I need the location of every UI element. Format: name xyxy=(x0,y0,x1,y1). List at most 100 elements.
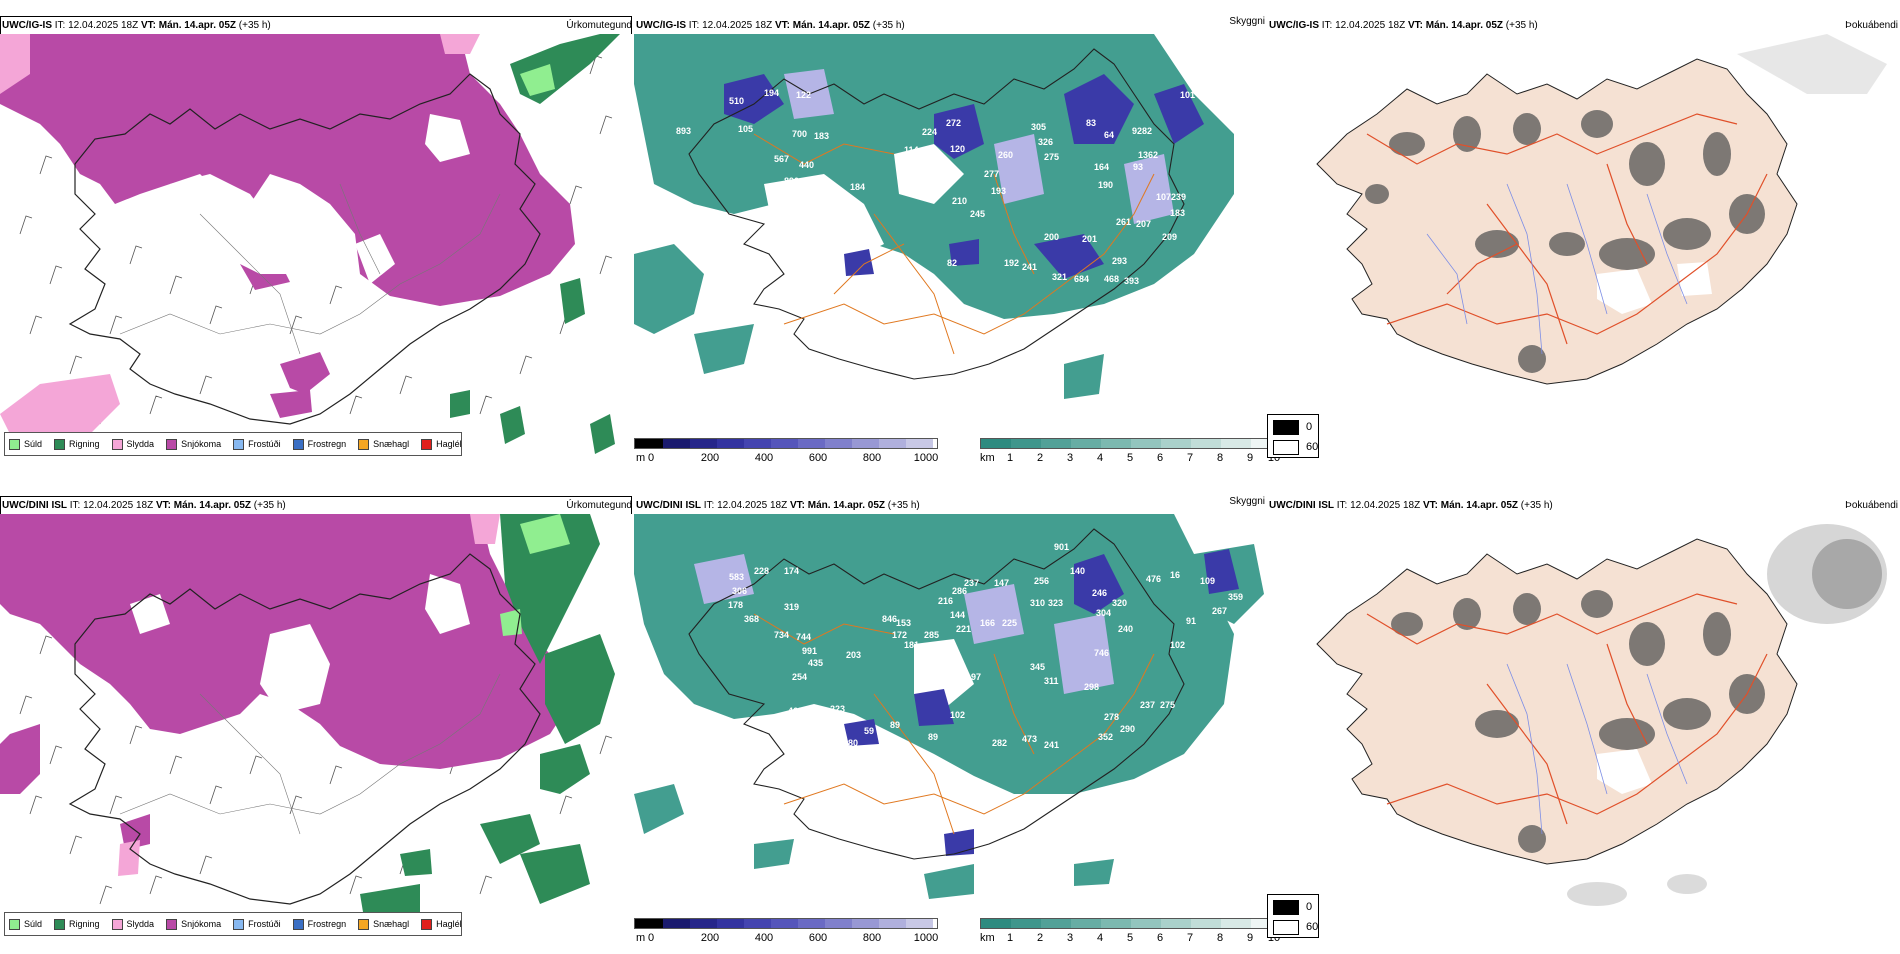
cloud-label: 89 xyxy=(928,732,938,742)
panel-header: UWC/IG-IS IT: 12.04.2025 18Z VT: Mán. 14… xyxy=(1269,20,1898,34)
colorbar-tick: 5 xyxy=(1126,932,1134,944)
cloud-label: 225 xyxy=(1002,618,1017,628)
legend-swatch xyxy=(421,438,433,450)
vt-value: Mán. 14.apr. 05Z xyxy=(1425,20,1504,31)
clear-area xyxy=(764,144,964,264)
fog-legend-dark-swatch xyxy=(1273,420,1299,435)
colorbar-unit: km xyxy=(980,452,995,464)
cloud-label: 304 xyxy=(1096,608,1111,618)
legend-label: Haglél xyxy=(436,439,462,449)
colorbar-strip xyxy=(634,918,938,929)
colorbar-tick: 5 xyxy=(1126,452,1134,464)
fog-dense-areas xyxy=(1365,110,1765,373)
colorbar-tick: 2 xyxy=(1036,452,1044,464)
cloud-label: 209 xyxy=(1162,232,1177,242)
legend-item-graupel: Snæhagl xyxy=(358,438,409,450)
cloud-label: 320 xyxy=(1112,598,1127,608)
fog-index-panel: UWC/DINI ISL IT: 12.04.2025 18Z VT: Mán.… xyxy=(1267,492,1900,954)
legend-item-graupel: Snæhagl xyxy=(358,918,409,930)
model-name: UWC/IG-IS xyxy=(2,20,52,31)
cloud-label: 157 xyxy=(830,238,845,248)
panel-title: Þokuábendi xyxy=(1845,500,1898,511)
panel-header: UWC/DINI ISL IT: 12.04.2025 18Z VT: Mán.… xyxy=(1269,500,1898,514)
colorbar-swatch xyxy=(1041,439,1071,448)
it-label: IT: xyxy=(1321,20,1333,31)
precip-legend: Súld Rigning Slydda Snjókoma Frostúði Fr… xyxy=(4,432,462,456)
cloud-label: 107239 xyxy=(1156,192,1186,202)
legend-label: Rigning xyxy=(69,919,100,929)
colorbar-strip xyxy=(634,438,938,449)
colorbar-swatch xyxy=(879,919,906,928)
cloud-label: 87 xyxy=(874,854,884,864)
lead-time: (+35 h) xyxy=(887,500,920,511)
colorbar-swatch xyxy=(1101,439,1131,448)
vt-value: Mán. 14.apr. 05Z xyxy=(792,20,871,31)
panel-header: UWC/DINI ISL IT: 12.04.2025 18Z VT: Mán.… xyxy=(636,496,1265,514)
fog-legend-light-swatch xyxy=(1273,440,1299,455)
fog-legend-box: 0 60 xyxy=(1267,414,1319,458)
cloud-label: 393 xyxy=(1124,276,1139,286)
cloud-label: 368 xyxy=(744,614,759,624)
vt-label: VT: xyxy=(140,20,156,31)
lead-time: (+35 h) xyxy=(872,20,905,31)
colorbar-tick: 3 xyxy=(1066,932,1074,944)
cloud-label: 684 xyxy=(1074,274,1089,284)
iceland-coastline xyxy=(68,553,541,905)
cloud-label: 440 xyxy=(799,160,814,170)
cloud-label: 991 xyxy=(802,646,817,656)
lead-time: (+35 h) xyxy=(1505,20,1538,31)
fog-south-offshore xyxy=(1567,874,1707,906)
visibility-map: 583 228 174 306 178 319 368 734 744 991 … xyxy=(634,514,1267,919)
colorbar-unit: m xyxy=(636,452,646,464)
colorbar-swatch xyxy=(635,919,663,928)
roads xyxy=(753,133,1155,355)
it-label: IT: xyxy=(688,20,700,31)
colorbar-tick: 600 xyxy=(808,932,828,944)
legend-swatch xyxy=(54,438,66,450)
fog-free-areas xyxy=(1597,262,1712,314)
cloud-label: 241 xyxy=(1044,740,1059,750)
row-ig-is: UWC/IG-IS IT: 12.04.2025 18Z VT: Mán. 14… xyxy=(0,12,1900,474)
colorbar-swatch xyxy=(852,919,879,928)
precip-type-panel: UWC/DINI ISL IT: 12.04.2025 18Z VT: Mán.… xyxy=(0,492,634,954)
colorbar-swatch xyxy=(717,919,744,928)
colorbar-swatch xyxy=(690,439,717,448)
cloud-label: 95 xyxy=(856,286,866,296)
cloud-label: 172 xyxy=(892,630,907,640)
colorbar-swatch xyxy=(1011,919,1041,928)
fog-legend-dark-value: 0 xyxy=(1306,421,1313,433)
cloud-label: 583 xyxy=(729,572,744,582)
cloud-label: 178 xyxy=(728,600,743,610)
cloud-label: 430 xyxy=(774,212,789,222)
colorbar-tick: 8 xyxy=(1216,932,1224,944)
colorbar-tick: 600 xyxy=(808,452,828,464)
panel-title: Skyggni xyxy=(1229,496,1265,507)
colorbar-tick: 9 xyxy=(1246,932,1254,944)
cloud-label: 210 xyxy=(952,196,967,206)
cloud-label: 207 xyxy=(1136,219,1151,229)
colorbar-tick: 2 xyxy=(1036,932,1044,944)
lead-time: (+35 h) xyxy=(238,20,271,31)
cloud-label: 250 xyxy=(942,660,957,670)
legend-item-freezing-drizzle: Frostúði xyxy=(233,438,281,450)
legend-label: Frostúði xyxy=(248,919,281,929)
fog-legend-light-value: 60 xyxy=(1306,921,1319,933)
cloud-label: 285 xyxy=(924,630,939,640)
lead-time: (+35 h) xyxy=(253,500,286,511)
cloud-label: 321 xyxy=(1052,272,1067,282)
colorbar-swatch xyxy=(879,439,906,448)
fog-offshore-core xyxy=(1812,539,1882,609)
cloud-label: 216 xyxy=(938,596,953,606)
visibility-panel: UWC/IG-IS IT: 12.04.2025 18Z VT: Mán. 14… xyxy=(634,12,1282,474)
cloud-label: 9282 xyxy=(1132,126,1152,136)
legend-item-hail: Haglél xyxy=(421,438,462,450)
legend-swatch xyxy=(9,438,20,450)
cloud-label: 536 xyxy=(804,252,819,262)
cloud-label: 237 xyxy=(1140,700,1155,710)
colorbar-swatch xyxy=(1131,439,1161,448)
colorbar-unit: m xyxy=(636,932,646,944)
colorbar-swatch xyxy=(663,439,690,448)
cloud-label: 890 xyxy=(784,176,799,186)
colorbar-swatch xyxy=(717,439,744,448)
cloud-label: 144 xyxy=(950,610,965,620)
